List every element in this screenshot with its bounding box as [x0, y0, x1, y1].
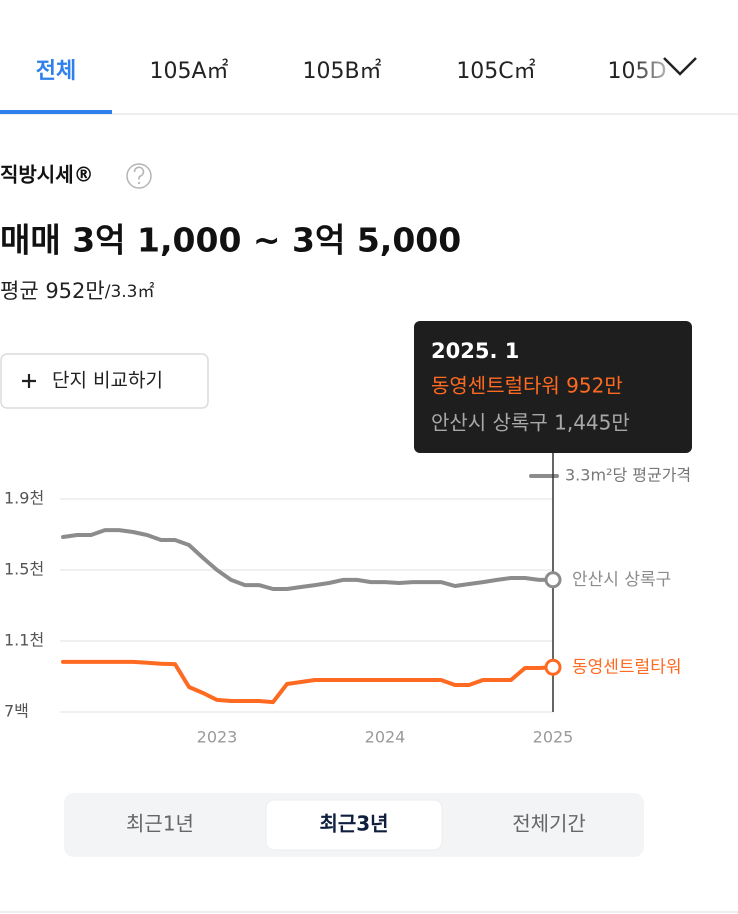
series-line [61, 528, 555, 591]
compare-button-label: 단지 비교하기 [52, 370, 163, 392]
series-line [61, 659, 555, 705]
period-options: 최근1년 최근3년 전체기간 [126, 799, 586, 851]
series-label: 안산시 상록구 [572, 570, 671, 590]
tab[interactable]: 전체 [36, 59, 76, 84]
tab-bar: 전체105A㎡105B㎡105C㎡105D㎡ [36, 58, 666, 84]
y-tick-label: 1.5천 [4, 560, 44, 579]
tab[interactable]: 105C㎡ [456, 58, 535, 84]
legend-label: 3.3m²당 평균가격 [565, 466, 691, 485]
period-option[interactable]: 전체기간 [512, 812, 586, 836]
x-tick-label: 2023 [197, 728, 238, 747]
tooltip-date: 2025. 1 [431, 339, 519, 363]
help-icon[interactable] [126, 163, 152, 189]
series-end-marker [544, 658, 562, 676]
period-option[interactable]: 최근1년 [126, 812, 194, 836]
series-end-marker [544, 571, 562, 589]
y-tick-label: 7백 [4, 702, 29, 721]
chart: 1.9천 1.5천 1.1천 7백 2023 2024 2025 3.3m²당 평균가격안산시… [4, 453, 691, 747]
x-tick-label: 2024 [365, 728, 406, 747]
period-active-bg [265, 799, 443, 851]
tab[interactable]: 105A㎡ [149, 58, 228, 84]
price-range: 매매 3억 1,000 ~ 3억 5,000 [0, 221, 461, 260]
compare-button[interactable]: 단지 비교하기 [0, 353, 209, 409]
x-tick-label: 2025 [533, 728, 574, 747]
section-title: 직방시세® [0, 163, 94, 187]
y-tick-label: 1.1천 [4, 631, 44, 650]
price-average-value: 평균 952만 [0, 279, 105, 303]
tab-indicator [0, 110, 112, 114]
tab-expand[interactable] [663, 57, 697, 76]
tooltip: 2025. 1 동영센트럴타워 952만 안산시 상록구 1,445만 [414, 321, 692, 453]
series-label: 동영센트럴타워 [572, 657, 681, 677]
tooltip-line: 동영센트럴타워 952만 [431, 374, 623, 398]
tab[interactable]: 105B㎡ [302, 58, 381, 84]
y-tick-label: 1.9천 [4, 489, 44, 508]
period-option[interactable]: 최근3년 [319, 812, 388, 836]
tooltip-line: 안산시 상록구 1,445만 [431, 411, 630, 435]
price-average-unit: /3.3㎡ [105, 282, 155, 302]
price-average: 평균 952만/3.3㎡ [0, 279, 154, 303]
